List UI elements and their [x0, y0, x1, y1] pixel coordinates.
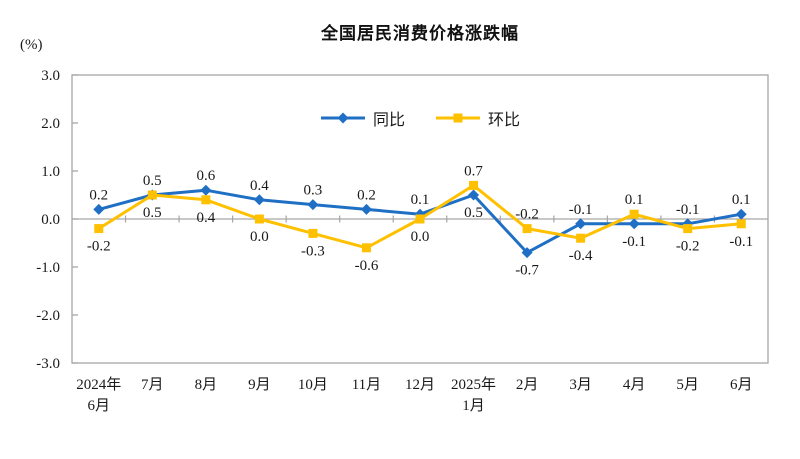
y-tick-label: 2.0: [41, 116, 60, 132]
x-axis-label: 5月: [676, 377, 699, 393]
square-marker-icon: [361, 243, 371, 253]
diamond-marker-icon: [575, 218, 587, 230]
legend-label-mom: 环比: [488, 112, 521, 129]
square-marker-icon: [308, 228, 318, 238]
x-axis-label: 9月: [248, 377, 271, 393]
data-point-label: 0.4: [196, 210, 215, 226]
legend-item-yoy: 同比: [320, 106, 405, 130]
diamond-marker-icon: [360, 203, 372, 215]
square-marker-icon: [254, 214, 264, 224]
square-marker-icon: [736, 219, 746, 229]
diamond-marker-icon: [253, 194, 265, 206]
legend-item-mom: 环比: [435, 106, 520, 130]
chart-title: 全国居民消费价格涨跌幅: [321, 24, 519, 43]
data-point-label: 0.5: [143, 205, 162, 221]
data-point-label: -0.6: [355, 258, 379, 274]
data-point-label: 0.7: [464, 163, 483, 179]
square-marker-icon: [147, 190, 157, 200]
data-point-label: 0.3: [304, 183, 323, 199]
square-marker-icon: [201, 195, 211, 205]
diamond-marker-icon: [337, 112, 349, 124]
data-point-label: 0.2: [89, 187, 108, 203]
legend: 同比 环比: [72, 106, 768, 130]
y-tick-label: -3.0: [36, 356, 60, 372]
diamond-marker-icon: [735, 208, 747, 220]
data-point-label: -0.2: [515, 207, 539, 223]
x-axis-label: 4月: [623, 377, 646, 393]
diamond-marker-icon: [521, 247, 533, 259]
data-point-label: -0.7: [515, 263, 539, 279]
legend-swatch-yoy: [320, 112, 365, 124]
data-point-label: -0.1: [622, 234, 646, 250]
x-axis-label: 2025年 1月: [451, 376, 496, 414]
data-point-label: 0.4: [250, 178, 269, 194]
x-axis-label: 12月: [405, 377, 435, 393]
square-marker-icon: [576, 233, 586, 243]
x-axis-label: 2024年 6月: [76, 376, 121, 414]
diamond-marker-icon: [307, 199, 319, 211]
x-axis-label: 6月: [730, 377, 753, 393]
data-point-label: 0.1: [411, 192, 430, 208]
data-point-label: -0.1: [569, 202, 593, 218]
data-point-label: 0.2: [357, 187, 376, 203]
square-marker-icon: [522, 224, 532, 234]
diamond-marker-icon: [200, 184, 212, 196]
x-axis-label: 2月: [516, 377, 539, 393]
data-point-label: 0.6: [196, 168, 215, 184]
y-tick-label: -1.0: [36, 260, 60, 276]
data-point-label: 0.0: [411, 229, 430, 245]
y-tick-label: 0.0: [41, 212, 60, 228]
x-axis-label: 10月: [298, 377, 328, 393]
y-tick-label: 3.0: [41, 68, 60, 84]
x-axis-label: 11月: [352, 377, 381, 393]
data-point-label: -0.3: [301, 243, 325, 259]
square-marker-icon: [94, 224, 104, 234]
data-point-label: -0.1: [676, 202, 700, 218]
data-point-label: 0.5: [464, 205, 483, 221]
data-point-label: 0.1: [625, 192, 644, 208]
square-marker-icon: [469, 180, 479, 190]
data-point-label: -0.1: [729, 234, 753, 250]
data-point-label: -0.2: [87, 239, 111, 255]
diamond-marker-icon: [628, 218, 640, 230]
x-axis-label: 8月: [195, 377, 218, 393]
square-marker-icon: [629, 209, 639, 219]
data-point-label: -0.4: [569, 248, 593, 264]
square-marker-icon: [415, 214, 425, 224]
data-point-label: 0.0: [250, 229, 269, 245]
data-point-label: 0.1: [732, 192, 751, 208]
square-marker-icon: [453, 113, 463, 123]
diamond-marker-icon: [93, 203, 105, 215]
data-point-label: 0.5: [143, 173, 162, 189]
legend-label-yoy: 同比: [372, 112, 405, 129]
y-tick-label: 1.0: [41, 164, 60, 180]
x-axis-label: 7月: [141, 377, 164, 393]
y-axis-unit-label: (%): [20, 37, 43, 53]
square-marker-icon: [683, 224, 693, 234]
y-tick-label: -2.0: [36, 308, 60, 324]
diamond-marker-icon: [468, 189, 480, 201]
data-point-label: -0.2: [676, 239, 700, 255]
legend-swatch-mom: [436, 113, 480, 123]
x-axis-label: 3月: [569, 377, 592, 393]
